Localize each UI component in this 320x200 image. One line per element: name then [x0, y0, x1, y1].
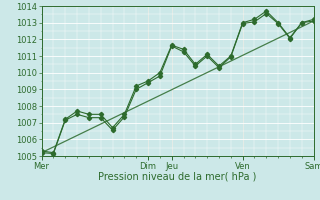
X-axis label: Pression niveau de la mer( hPa ): Pression niveau de la mer( hPa ) [99, 172, 257, 182]
